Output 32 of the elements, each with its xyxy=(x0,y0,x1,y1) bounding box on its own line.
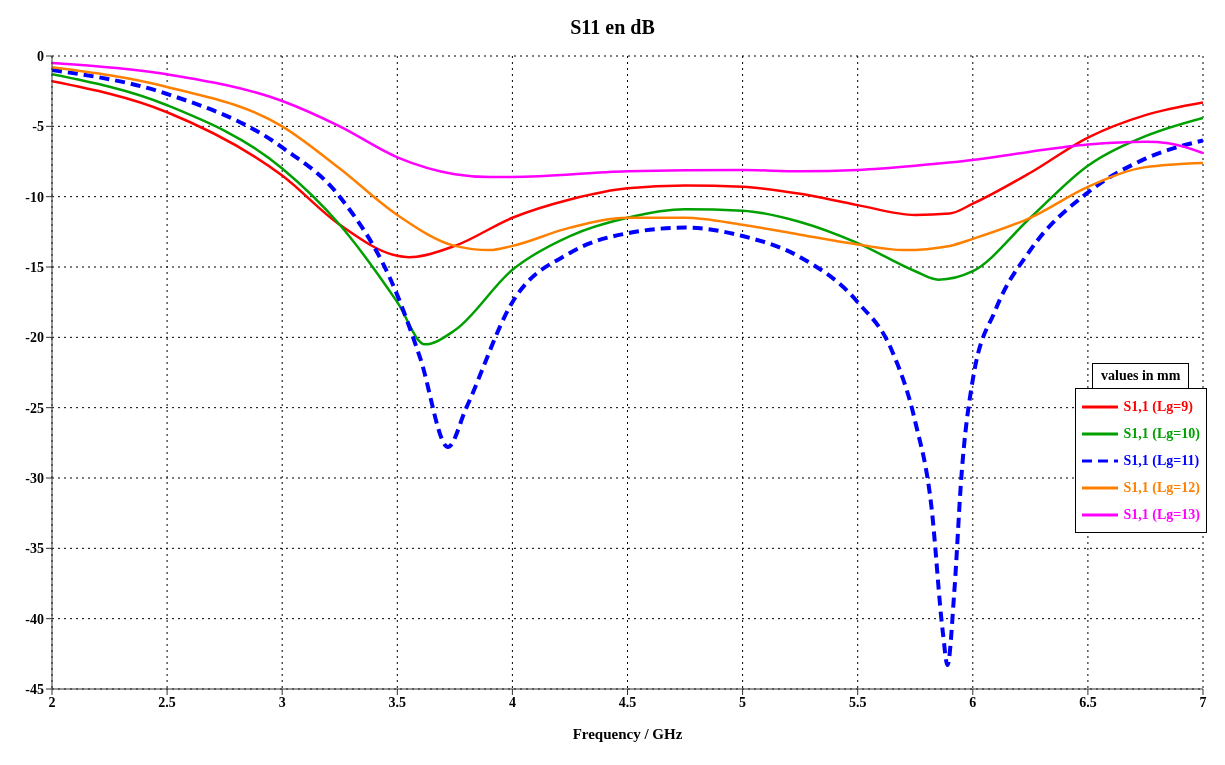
y-tick-label: -10 xyxy=(25,189,44,205)
y-tick-label: -20 xyxy=(25,330,44,346)
x-tick-label: 3 xyxy=(278,694,286,710)
y-tick-label: -40 xyxy=(25,611,44,627)
x-tick-label: 5 xyxy=(739,694,747,710)
x-tick-label: 6.5 xyxy=(1079,694,1097,710)
legend-label: S1,1 (Lg=13) xyxy=(1123,506,1200,523)
legend-label: S1,1 (Lg=11) xyxy=(1123,452,1200,469)
x-tick-label: 4 xyxy=(508,694,516,710)
x-tick-label: 2.5 xyxy=(158,694,176,710)
x-axis-title: Frequency / GHz xyxy=(572,726,683,742)
x-tick-label: 2 xyxy=(48,694,56,710)
x-tick-label: 6 xyxy=(969,694,977,710)
legend-label: S1,1 (Lg=10) xyxy=(1123,425,1200,442)
y-tick-label: -35 xyxy=(25,541,44,557)
y-tick-label: -45 xyxy=(25,681,44,697)
y-tick-label: -30 xyxy=(25,470,44,486)
legend-label: S1,1 (Lg=12) xyxy=(1123,479,1200,496)
x-tick-label: 5.5 xyxy=(848,694,867,710)
chart-title: S11 en dB xyxy=(569,16,656,39)
y-tick-label: 0 xyxy=(37,48,44,64)
x-tick-label: 3.5 xyxy=(388,694,407,710)
line-series xyxy=(52,73,1203,346)
line-series xyxy=(52,61,1203,179)
y-tick-label: -25 xyxy=(25,400,44,416)
legend-title: values in mm xyxy=(1092,363,1190,388)
x-tick-label: 7 xyxy=(1199,694,1207,710)
y-tick-label: -5 xyxy=(32,119,44,135)
line-series xyxy=(52,68,1203,668)
legend-label: S1,1 (Lg=9) xyxy=(1123,398,1193,415)
y-tick-label: -15 xyxy=(25,259,44,275)
x-tick-label: 4.5 xyxy=(618,694,637,710)
